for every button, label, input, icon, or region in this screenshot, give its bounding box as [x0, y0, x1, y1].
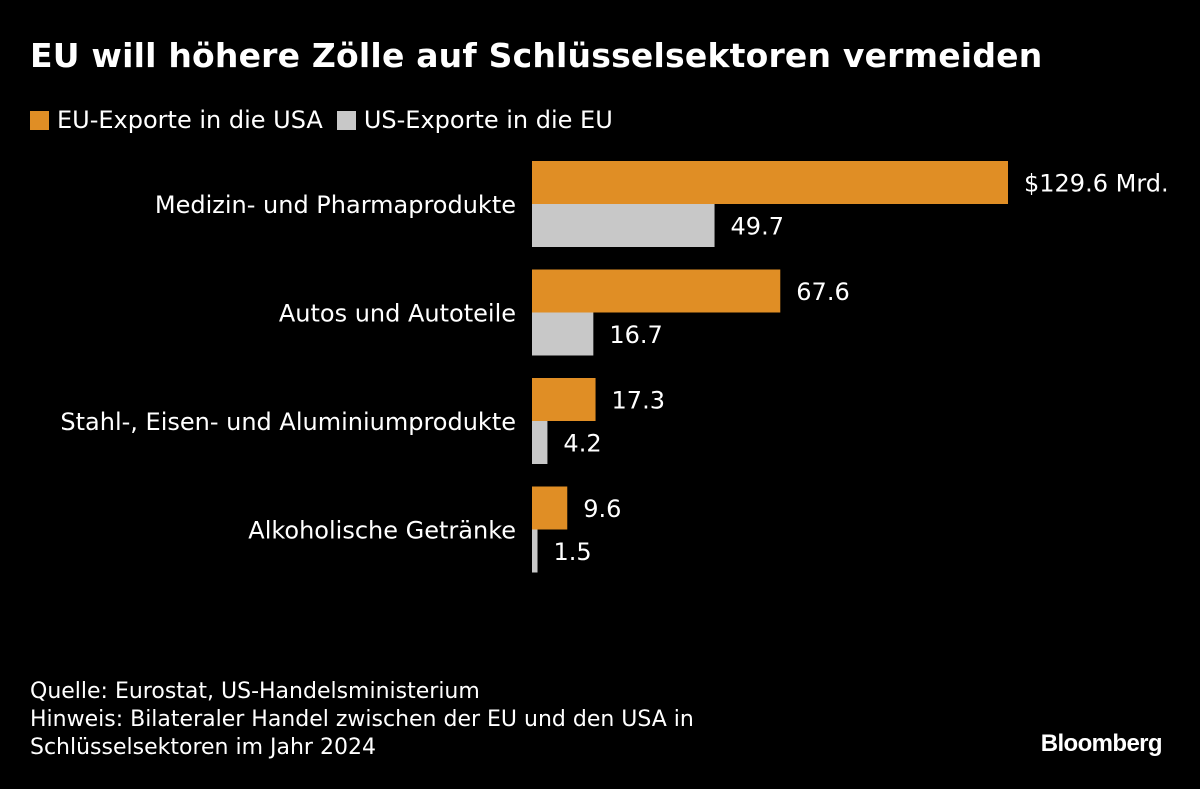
- chart-title: EU will höhere Zölle auf Schlüsselsektor…: [30, 36, 1043, 75]
- value-label-autos-und-autoteile-eu-exports: 67.6: [796, 278, 849, 306]
- bloomberg-logo: Bloomberg: [1040, 730, 1163, 757]
- legend-label-us-exports: US-Exporte in die EU: [363, 106, 613, 134]
- category-label-autos-und-autoteile: Autos und Autoteile: [279, 300, 516, 328]
- value-label-medizin-und-pharmaprodukte-eu-exports: $129.6 Mrd.: [1024, 170, 1169, 198]
- bar-autos-und-autoteile-us-exports: [532, 312, 594, 356]
- category-label-medizin-und-pharmaprodukte: Medizin- und Pharmaprodukte: [155, 191, 516, 219]
- bar-chart: Medizin- und Pharmaprodukte $129.6 Mrd. 49…: [60, 161, 1169, 573]
- source-note: Quelle: Eurostat, US-Handelsministerium: [30, 679, 480, 704]
- legend-swatch-eu-exports: [30, 110, 49, 130]
- value-label-medizin-und-pharmaprodukte-us-exports: 49.7: [731, 213, 784, 241]
- value-label-autos-und-autoteile-us-exports: 16.7: [609, 321, 662, 349]
- bar-alkoholische-getraenke-eu-exports: [532, 486, 568, 530]
- legend-swatch-us-exports: [336, 110, 356, 130]
- value-label-alkoholische-getraenke-eu-exports: 9.6: [583, 495, 621, 523]
- bar-medizin-und-pharmaprodukte-eu-exports: [532, 161, 1008, 204]
- legend-label-eu-exports: EU-Exporte in die USA: [57, 106, 323, 134]
- value-label-alkoholische-getraenke-us-exports: 1.5: [554, 538, 592, 566]
- bar-stahl-eisen-und-aluminiumprodukte-us-exports: [532, 421, 548, 464]
- bar-medizin-und-pharmaprodukte-us-exports: [532, 204, 715, 247]
- chart-legend: EU-Exporte in die USA US-Exporte in die …: [30, 104, 627, 136]
- hint-note-line-2: Schlüsselsektoren im Jahr 2024: [30, 735, 376, 760]
- hint-note-line-1: Hinweis: Bilateraler Handel zwischen der…: [30, 707, 694, 732]
- bar-alkoholische-getraenke-us-exports: [532, 529, 538, 573]
- category-label-alkoholische-getraenke: Alkoholische Getränke: [248, 517, 516, 545]
- bar-stahl-eisen-und-aluminiumprodukte-eu-exports: [532, 378, 596, 421]
- value-label-stahl-eisen-und-aluminiumprodukte-eu-exports: 17.3: [612, 387, 665, 415]
- bar-autos-und-autoteile-eu-exports: [532, 269, 781, 313]
- value-label-stahl-eisen-und-aluminiumprodukte-us-exports: 4.2: [563, 430, 601, 458]
- legend-item-us-exports: US-Exporte in die EU: [336, 106, 613, 134]
- category-label-stahl-eisen-und-aluminiumprodukte: Stahl-, Eisen- und Aluminiumprodukte: [60, 408, 516, 436]
- legend-item-eu-exports: EU-Exporte in die USA: [30, 106, 323, 134]
- chart-footer: Quelle: Eurostat, US-Handelsministerium …: [30, 678, 810, 762]
